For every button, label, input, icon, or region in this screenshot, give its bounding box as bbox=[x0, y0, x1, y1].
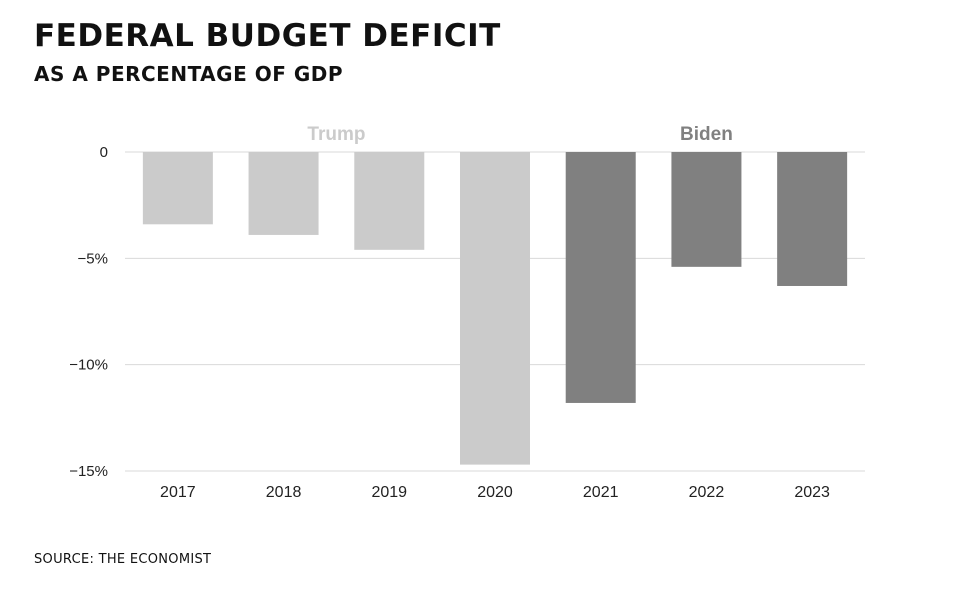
group-label-trump: Trump bbox=[307, 124, 365, 145]
chart-subtitle: AS A PERCENTAGE OF GDP bbox=[34, 62, 343, 86]
bar-2020 bbox=[460, 152, 530, 465]
bar-2018 bbox=[248, 152, 319, 235]
chart-title: FEDERAL BUDGET DEFICIT bbox=[34, 18, 501, 54]
bar-2023 bbox=[777, 152, 848, 286]
bar-2022 bbox=[671, 152, 742, 267]
group-label-biden: Biden bbox=[680, 124, 733, 145]
x-tick-label: 2022 bbox=[689, 484, 725, 501]
bar-2019 bbox=[354, 152, 425, 250]
bars bbox=[142, 152, 848, 465]
x-tick-label: 2021 bbox=[583, 484, 619, 501]
bar-2021 bbox=[565, 152, 636, 403]
y-tick-label: 0 bbox=[100, 144, 108, 161]
bar-2017 bbox=[142, 152, 213, 225]
x-tick-label: 2018 bbox=[266, 484, 302, 501]
x-tick-label: 2023 bbox=[794, 484, 830, 501]
group-labels: Trump Biden bbox=[307, 124, 732, 145]
source-note: SOURCE: THE ECONOMIST bbox=[34, 552, 212, 567]
bar-chart: 0 −5% −10% −15% 2017 2018 2019 2020 2021 2022 202… bbox=[69, 124, 865, 501]
x-tick-label: 2020 bbox=[477, 484, 513, 501]
x-tick-label: 2019 bbox=[371, 484, 407, 501]
y-axis-ticks: 0 −5% −10% −15% bbox=[69, 144, 108, 480]
x-tick-label: 2017 bbox=[160, 484, 196, 501]
y-tick-label: −5% bbox=[78, 250, 108, 267]
x-axis-ticks: 2017 2018 2019 2020 2021 2022 2023 bbox=[160, 484, 830, 501]
y-tick-label: −10% bbox=[69, 357, 108, 374]
y-tick-label: −15% bbox=[69, 463, 108, 480]
